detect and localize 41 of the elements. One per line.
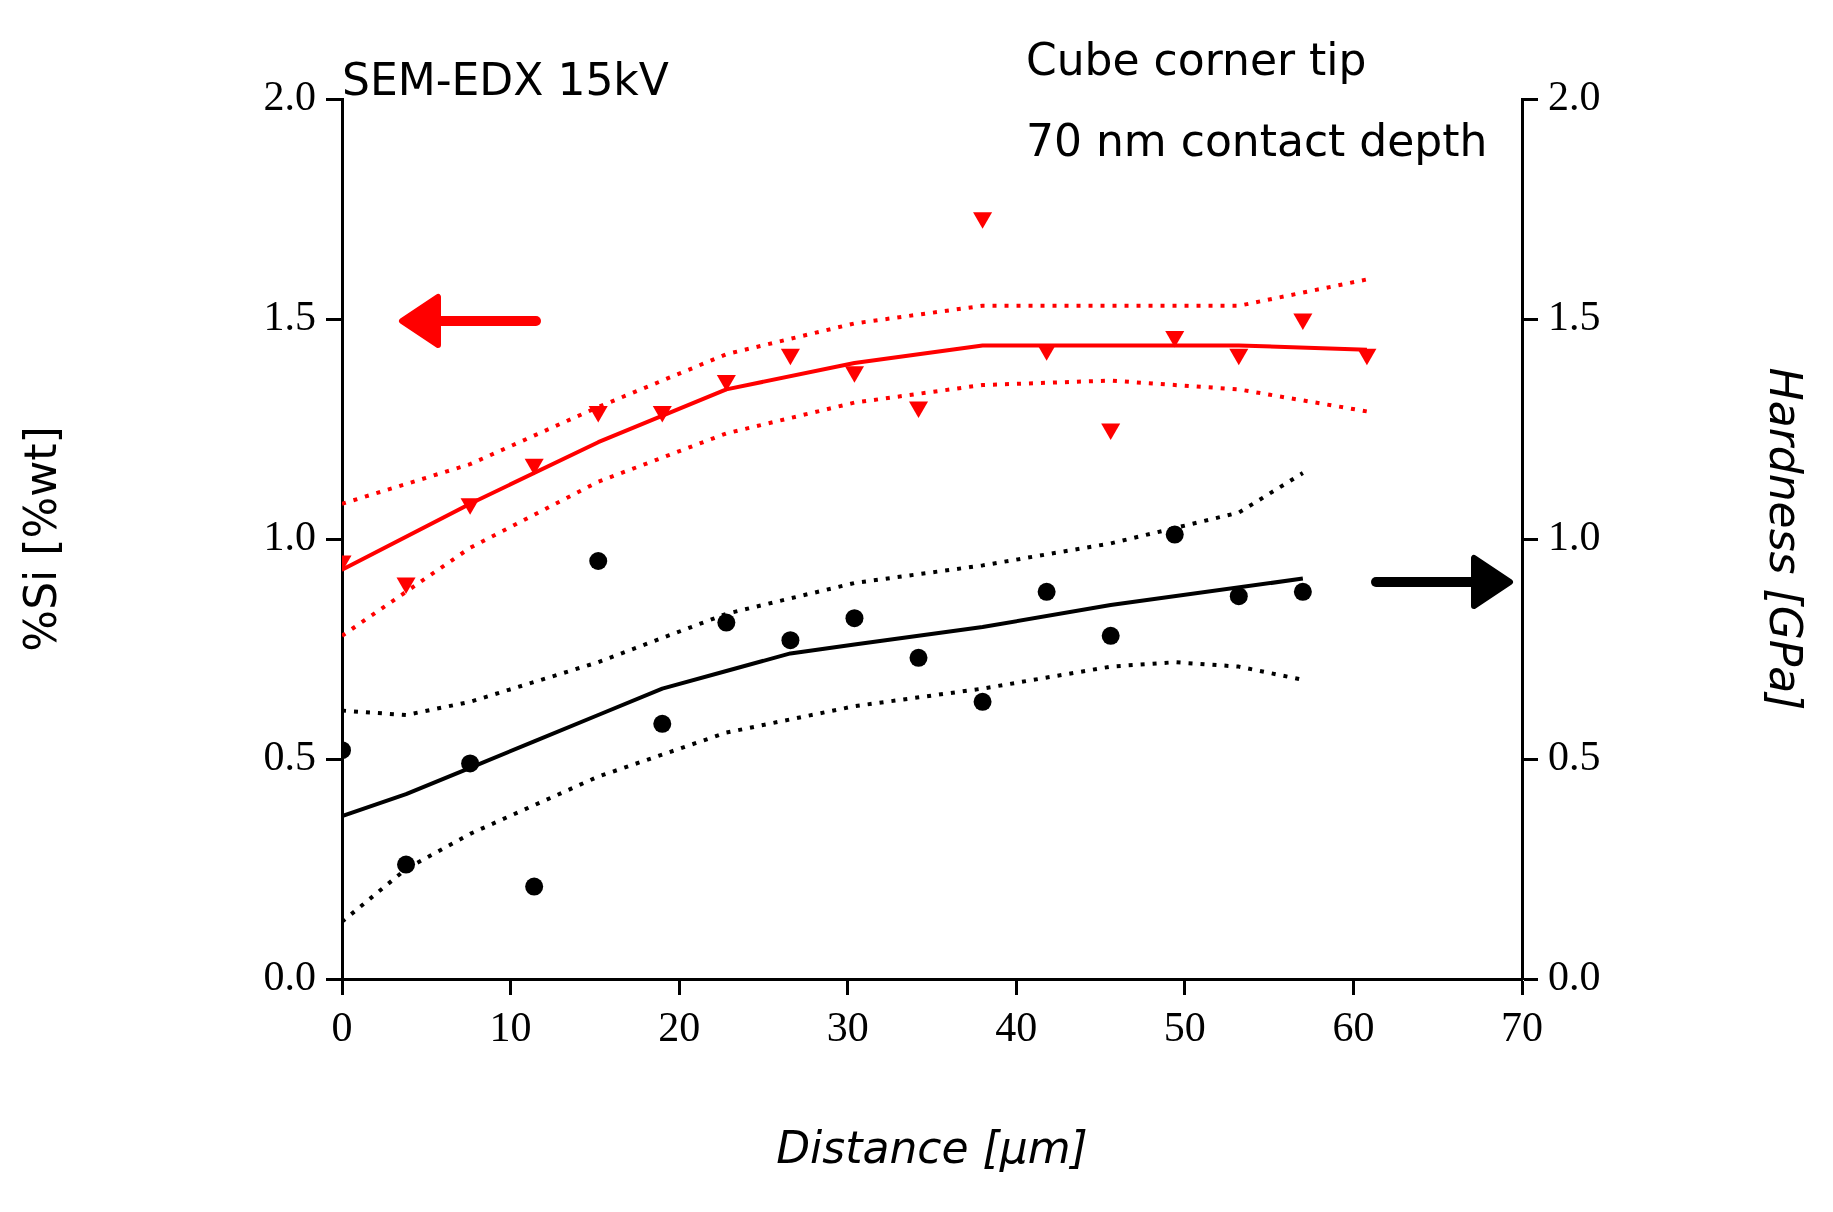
y2-tick-label: 0.0 [1548, 953, 1601, 1000]
point [1037, 582, 1056, 601]
point [1229, 587, 1248, 606]
x-tick-label: 60 [1332, 1004, 1375, 1051]
y-axis-title: %Si [%wt] [14, 426, 66, 652]
text: Cube corner tip [1026, 34, 1367, 86]
point [525, 877, 544, 896]
annotation: 70 nm contact depth [1026, 115, 1488, 167]
x-tick-label: 50 [1163, 1004, 1206, 1051]
x-tick-label: 40 [995, 1004, 1038, 1051]
y2-tick-label: 2.0 [1548, 73, 1601, 120]
y2-tick-label: 0.5 [1548, 733, 1601, 780]
point [589, 552, 608, 570]
point [845, 609, 864, 628]
point [781, 631, 800, 650]
x-axis-title: Distance [μm] [776, 1122, 1088, 1174]
point [1293, 582, 1312, 601]
y2-tick-label: 1.0 [1548, 513, 1601, 560]
point [973, 692, 992, 711]
y-tick-label: 2.0 [263, 73, 316, 120]
annotation: SEM-EDX 15kV [342, 54, 669, 106]
x-tick-label: 30 [826, 1004, 869, 1051]
line-series [342, 277, 1369, 506]
point [653, 714, 672, 733]
point [717, 613, 736, 632]
x-tick-label: 0 [331, 1004, 353, 1051]
y2-tick-label: 1.5 [1548, 293, 1601, 340]
y-tick-label: 1.5 [263, 293, 316, 340]
point [1165, 525, 1184, 544]
x-tick-label: 70 [1501, 1004, 1543, 1051]
point [909, 648, 928, 667]
y-tick-label: 1.0 [263, 513, 316, 560]
point [397, 855, 416, 874]
point [461, 754, 480, 773]
y2-axis-title: Hardness [GPa] [1760, 367, 1812, 711]
line-series [342, 378, 1369, 638]
y-tick-label: 0.5 [263, 733, 316, 780]
y-tick-label: 0.0 [263, 953, 316, 1000]
point [1101, 626, 1120, 645]
x-tick-label: 10 [489, 1004, 532, 1051]
x-tick-label: 20 [658, 1004, 701, 1051]
